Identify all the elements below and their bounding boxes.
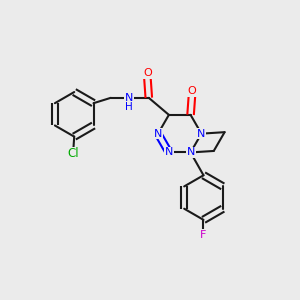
Text: N: N	[197, 129, 206, 139]
Text: H: H	[125, 102, 133, 112]
Text: N: N	[154, 129, 162, 139]
Text: F: F	[200, 230, 207, 240]
Text: O: O	[143, 68, 152, 79]
Text: Cl: Cl	[68, 147, 79, 161]
Text: O: O	[188, 86, 197, 96]
Text: N: N	[124, 93, 133, 103]
Text: N: N	[186, 147, 195, 158]
Text: N: N	[165, 147, 173, 158]
